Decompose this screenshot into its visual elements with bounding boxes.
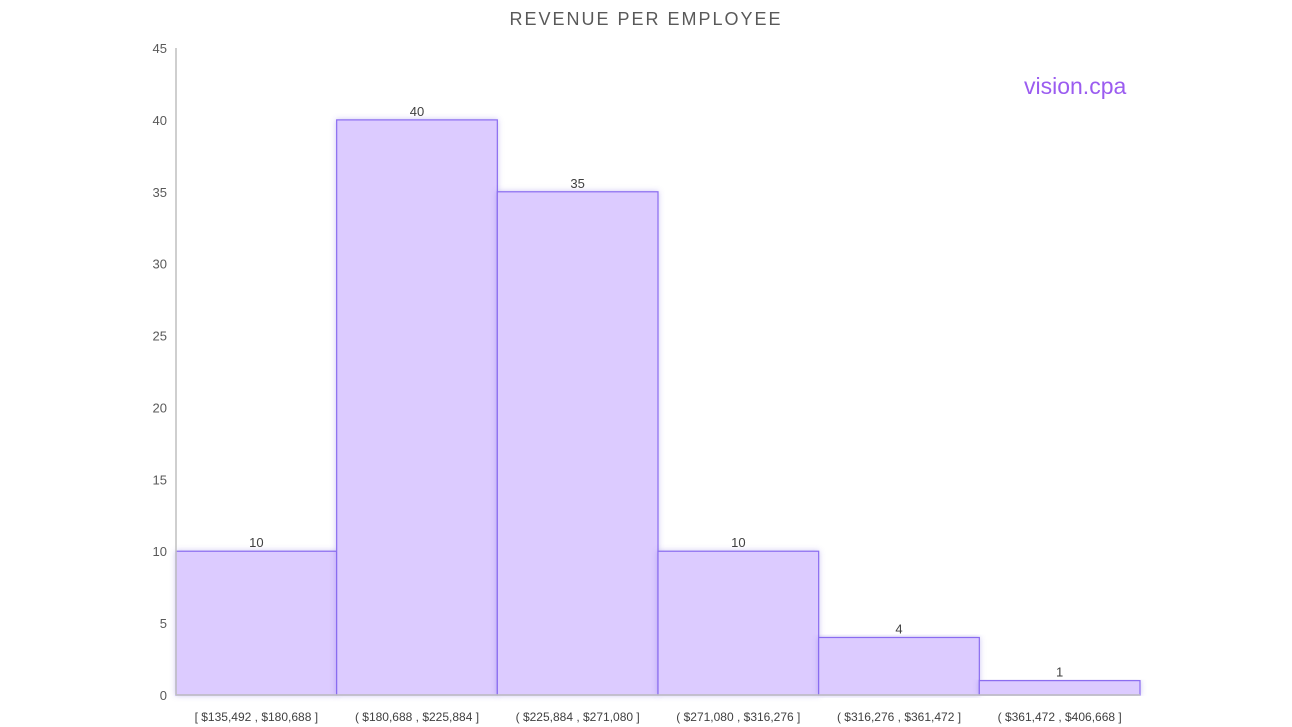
bar-data-label: 35	[570, 176, 584, 191]
y-tick-label: 0	[160, 688, 167, 703]
bar-data-label: 1	[1056, 665, 1063, 680]
x-tick-label: ( $271,080 , $316,276 ]	[676, 710, 800, 724]
x-tick-label: [ $135,492 , $180,688 ]	[195, 710, 318, 724]
y-tick-label: 35	[153, 185, 167, 200]
x-tick-label: ( $361,472 , $406,668 ]	[998, 710, 1122, 724]
histogram-bar	[818, 636, 980, 696]
chart-title: REVENUE PER EMPLOYEE	[509, 9, 783, 29]
y-tick-label: 5	[160, 616, 167, 631]
histogram-bar	[657, 550, 820, 696]
y-tick-label: 25	[153, 329, 167, 344]
histogram-bar	[336, 119, 498, 696]
bar-data-label: 40	[410, 104, 424, 119]
y-tick-label: 40	[153, 113, 167, 128]
x-tick-label: ( $225,884 , $271,080 ]	[516, 710, 640, 724]
watermark-text: vision.cpa	[1024, 73, 1127, 99]
y-tick-label: 45	[153, 41, 167, 56]
y-tick-label: 10	[153, 544, 167, 559]
histogram-bar	[175, 550, 338, 696]
x-tick-label: ( $180,688 , $225,884 ]	[355, 710, 479, 724]
axes-layer	[175, 48, 1140, 696]
y-tick-label: 30	[153, 257, 167, 272]
x-tick-label: ( $316,276 , $361,472 ]	[837, 710, 961, 724]
histogram-bar	[496, 191, 659, 696]
bars-layer	[175, 119, 1141, 696]
y-tick-label: 15	[153, 472, 167, 487]
bar-data-label: 4	[895, 621, 902, 636]
histogram-bar	[978, 680, 1141, 696]
bar-data-label: 10	[731, 535, 745, 550]
labels-layer: 10[ $135,492 , $180,688 ]40( $180,688 , …	[153, 41, 1122, 724]
bar-data-label: 10	[249, 535, 263, 550]
y-tick-label: 20	[153, 400, 167, 415]
